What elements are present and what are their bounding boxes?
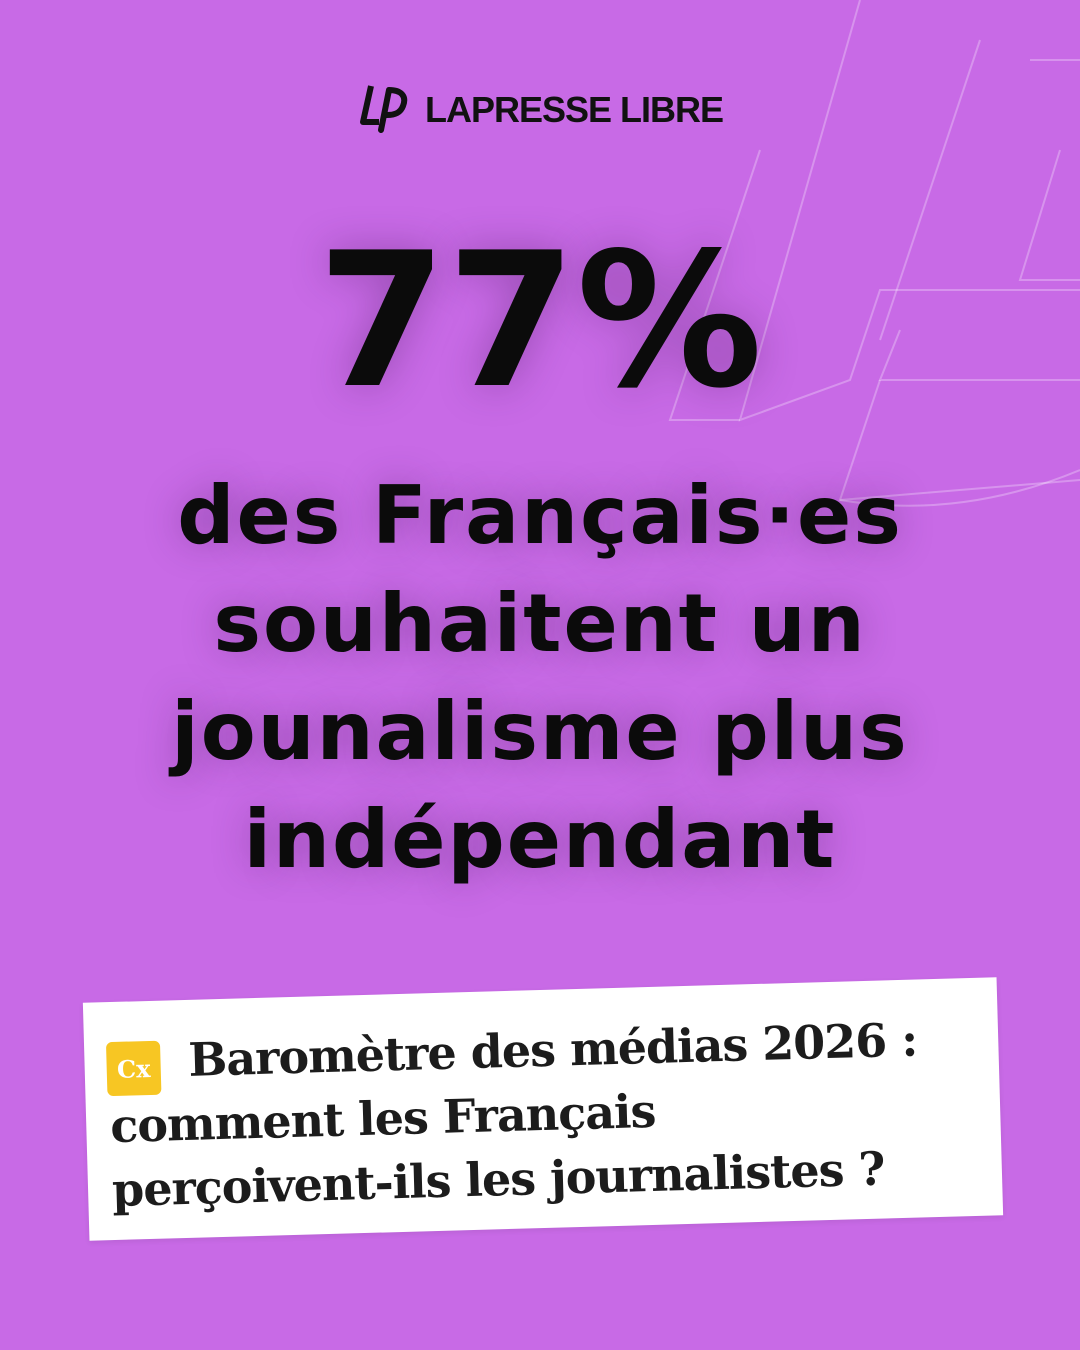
headline: des Français·es souhaitent un jounalisme… (40, 462, 1040, 894)
headline-line: souhaitent un (213, 577, 867, 670)
headline-line: des Français·es (177, 469, 903, 562)
source-article-title: Baromètre des médias 2026 : comment les … (108, 1006, 983, 1222)
headline-line: indépendant (243, 793, 837, 886)
lp-monogram-icon (359, 85, 408, 133)
brand-header: LAPRESSE LIBRE (0, 82, 1080, 138)
headline-line: jounalisme plus (171, 685, 909, 778)
source-article-card: Cx Baromètre des médias 2026 : comment l… (82, 977, 1004, 1241)
brand-name: LAPRESSE LIBRE (424, 89, 724, 130)
stat-percentage: 77% (317, 212, 763, 429)
